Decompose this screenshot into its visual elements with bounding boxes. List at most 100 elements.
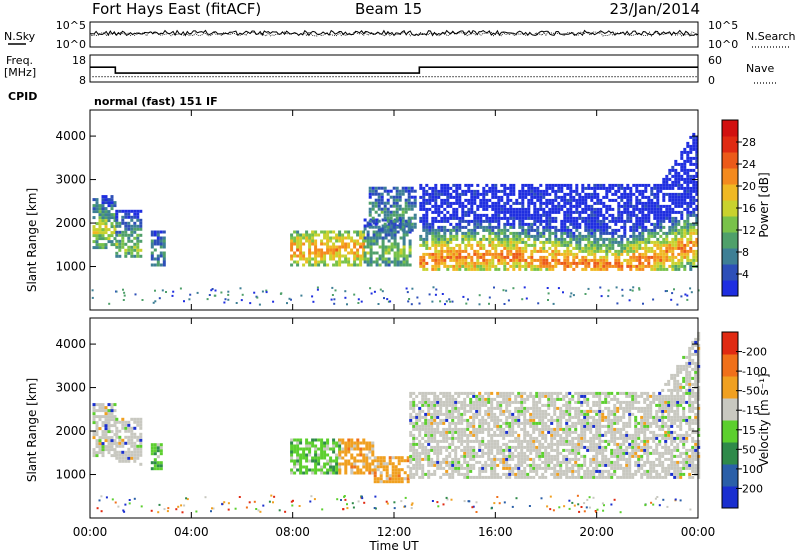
heatmap-cell [115, 215, 119, 219]
heatmap-cell [115, 245, 119, 249]
heatmap-cell [677, 177, 681, 181]
heatmap-cell [650, 255, 654, 259]
noise-sky-trace [89, 29, 699, 37]
heatmap-cell [445, 463, 449, 467]
heatmap-cell [427, 418, 431, 422]
heatmap-cell [433, 397, 437, 401]
heatmap-cell [476, 252, 480, 256]
heatmap-cell [442, 391, 446, 395]
heatmap-cell [527, 204, 531, 208]
heatmap-cell [124, 230, 128, 234]
heatmap-cell [401, 228, 405, 232]
heatmap-cell [375, 230, 379, 234]
heatmap-cell [396, 260, 400, 264]
heatmap-cell [434, 249, 438, 253]
heatmap-cell [475, 475, 479, 479]
heatmap-cell [338, 471, 342, 475]
heatmap-cell [665, 186, 669, 190]
heatmap-cell [443, 231, 447, 235]
heatmap-cell [308, 239, 312, 243]
heatmap-cell [372, 242, 376, 246]
heatmap-cell [427, 391, 431, 395]
heatmap-cell [335, 462, 339, 466]
heatmap-cell [466, 409, 470, 413]
heatmap-cell [578, 240, 582, 244]
heatmap-cell [482, 198, 486, 202]
heatmap-scatter-cell [210, 289, 213, 292]
heatmap-cell [559, 391, 563, 395]
heatmap-cell [449, 192, 453, 196]
heatmap-scatter-cell [599, 286, 602, 289]
heatmap-cell [680, 174, 684, 178]
heatmap-cell [589, 391, 593, 395]
heatmap-cell [638, 237, 642, 241]
heatmap-cell [592, 433, 596, 437]
heatmap-cell [449, 249, 453, 253]
heatmap-scatter-cell [434, 293, 437, 296]
heatmap-cell [583, 421, 587, 425]
heatmap-scatter-cell [253, 291, 256, 294]
heatmap-cell [124, 215, 128, 219]
heatmap-cell [425, 192, 429, 196]
heatmap-cell [587, 252, 591, 256]
heatmap-cell [463, 445, 467, 449]
heatmap-cell [101, 213, 105, 217]
heatmap-cell [341, 236, 345, 240]
heatmap-cell [436, 460, 440, 464]
heatmap-cell [602, 219, 606, 223]
heatmap-cell [366, 260, 370, 264]
heatmap-cell [659, 234, 663, 238]
heatmap-cell [680, 240, 684, 244]
heatmap-cell [539, 258, 543, 262]
heatmap-cell [463, 430, 467, 434]
heatmap-cell [659, 252, 663, 256]
heatmap-cell [671, 198, 675, 202]
heatmap-cell [551, 186, 555, 190]
heatmap-cell [332, 441, 336, 445]
heatmap-cell [593, 240, 597, 244]
heatmap-cell [395, 189, 399, 193]
heatmap-cell [393, 233, 397, 237]
heatmap-cell [677, 183, 681, 187]
heatmap-cell [586, 412, 590, 416]
heatmap-cell [445, 418, 449, 422]
heatmap-cell [593, 267, 597, 271]
heatmap-cell [443, 225, 447, 229]
heatmap-cell [329, 468, 333, 472]
heatmap-cell [514, 406, 518, 410]
heatmap-cell [668, 258, 672, 262]
heatmap-cell [473, 201, 477, 205]
heatmap-scatter-cell [258, 303, 261, 306]
heatmap-cell [523, 457, 527, 461]
heatmap-cell [299, 236, 303, 240]
heatmap-cell [586, 421, 590, 425]
heatmap-cell [455, 243, 459, 247]
heatmap-cell [611, 252, 615, 256]
heatmap-cell [293, 254, 297, 258]
heatmap-cell [626, 183, 630, 187]
heatmap-cell [595, 466, 599, 470]
heatmap-cell [524, 264, 528, 268]
heatmap-cell [302, 236, 306, 240]
heatmap-cell [509, 216, 513, 220]
heatmap-cell [532, 415, 536, 419]
heatmap-cell [427, 430, 431, 434]
heatmap-cell [668, 213, 672, 217]
heatmap-cell [551, 258, 555, 262]
heatmap-cell [527, 228, 531, 232]
heatmap-cell [366, 239, 370, 243]
heatmap-cell [385, 462, 389, 466]
heatmap-cell [484, 466, 488, 470]
heatmap-cell [398, 204, 402, 208]
heatmap-cell [518, 216, 522, 220]
heatmap-cell [541, 391, 545, 395]
heatmap-scatter-cell [546, 287, 549, 289]
heatmap-cell [611, 219, 615, 223]
heatmap-cell [541, 460, 545, 464]
heatmap-cell [393, 257, 397, 261]
heatmap-cell [368, 441, 372, 445]
heatmap-cell [366, 236, 370, 240]
heatmap-cell [568, 406, 572, 410]
heatmap-cell [302, 465, 306, 469]
heatmap-cell [529, 394, 533, 398]
